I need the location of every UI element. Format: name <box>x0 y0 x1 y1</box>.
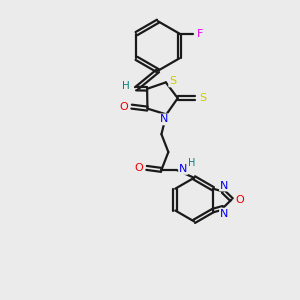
Text: N: N <box>179 164 188 174</box>
Text: H: H <box>188 158 196 168</box>
Text: S: S <box>199 93 206 103</box>
Text: S: S <box>169 76 176 86</box>
Text: F: F <box>197 28 203 39</box>
Text: O: O <box>119 102 128 112</box>
Text: H: H <box>122 81 130 91</box>
Text: N: N <box>160 114 169 124</box>
Text: N: N <box>220 181 228 190</box>
Text: N: N <box>220 209 228 219</box>
Text: O: O <box>134 163 143 173</box>
Text: O: O <box>235 195 244 205</box>
